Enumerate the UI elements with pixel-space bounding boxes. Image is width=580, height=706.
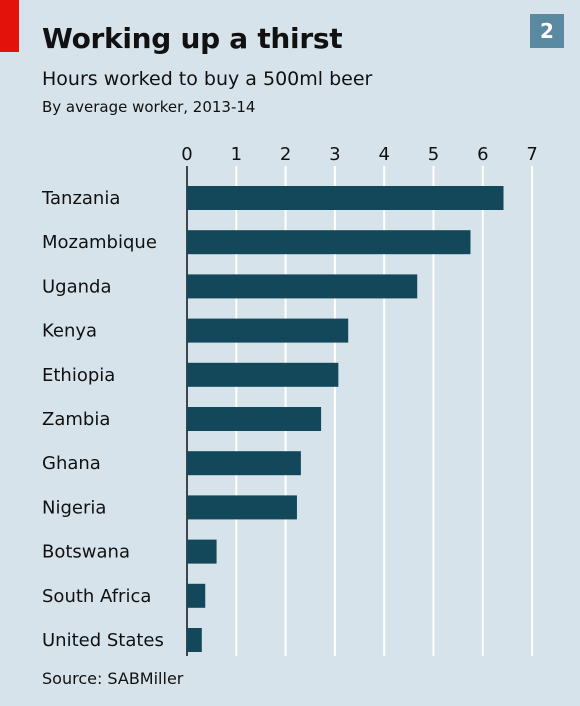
x-tick-label: 4 bbox=[378, 144, 389, 165]
source-note: Source: SABMiller bbox=[42, 669, 184, 688]
bar bbox=[187, 451, 301, 476]
category-label: Mozambique bbox=[42, 232, 157, 253]
red-corner-tag bbox=[0, 0, 19, 52]
bar bbox=[187, 495, 297, 520]
bar bbox=[187, 407, 322, 431]
bar bbox=[187, 230, 471, 255]
category-label: Uganda bbox=[42, 276, 112, 297]
category-label: Botswana bbox=[42, 542, 130, 563]
x-tick-label: 5 bbox=[428, 144, 439, 165]
x-tick-label: 0 bbox=[181, 144, 192, 165]
category-label: Ethiopia bbox=[42, 365, 115, 386]
x-tick-label: 2 bbox=[280, 144, 291, 165]
x-tick-label: 7 bbox=[526, 144, 537, 165]
chart-number-badge: 2 bbox=[530, 14, 564, 48]
bar bbox=[187, 583, 206, 608]
chart-subtitle-period: By average worker, 2013-14 bbox=[42, 98, 256, 116]
bar bbox=[187, 539, 217, 564]
category-label: United States bbox=[42, 630, 164, 651]
category-label: Zambia bbox=[42, 409, 110, 430]
category-label: Nigeria bbox=[42, 497, 106, 518]
category-label: Kenya bbox=[42, 321, 97, 342]
category-label: South Africa bbox=[42, 586, 151, 607]
x-tick-label: 6 bbox=[477, 144, 488, 165]
bar bbox=[187, 186, 504, 210]
category-label: Ghana bbox=[42, 453, 101, 474]
bar bbox=[187, 274, 418, 299]
x-tick-label: 3 bbox=[329, 144, 340, 165]
bar bbox=[187, 628, 202, 652]
category-label: Tanzania bbox=[41, 188, 120, 209]
x-tick-label: 1 bbox=[231, 144, 242, 165]
bar bbox=[187, 318, 349, 343]
chart-title: Working up a thirst bbox=[42, 22, 343, 55]
bar bbox=[187, 362, 339, 387]
chart-subtitle: Hours worked to buy a 500ml beer bbox=[42, 68, 373, 90]
